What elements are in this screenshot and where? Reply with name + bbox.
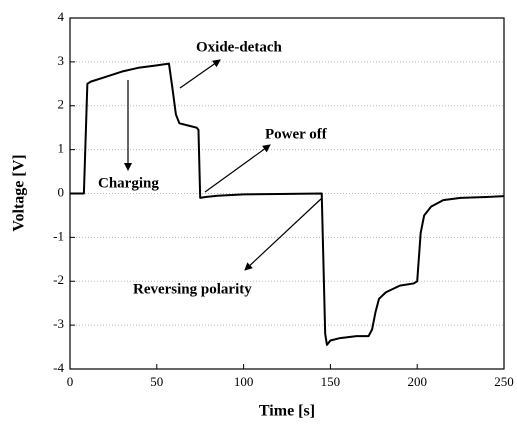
x-tick-label: 50 xyxy=(150,374,163,389)
voltage-line xyxy=(70,62,505,346)
arrow xyxy=(179,59,221,89)
y-tick-label: 0 xyxy=(58,184,65,199)
ticks: -4 -3 -2 -1 0 1 2 3 4 0 50 100 150 200 250 xyxy=(53,9,514,389)
arrow xyxy=(244,197,323,271)
y-tick-label: -3 xyxy=(53,316,64,331)
x-tick-label: 250 xyxy=(494,374,514,389)
y-tick-label: -2 xyxy=(53,272,64,287)
plot-frame xyxy=(69,17,505,370)
arrow xyxy=(204,144,271,193)
y-tick-label: 2 xyxy=(58,97,65,112)
annotation: Oxide-detach xyxy=(196,39,282,55)
x-tick-label: 150 xyxy=(321,374,341,389)
x-tick-label: 0 xyxy=(67,374,74,389)
y-tick-label: 1 xyxy=(58,141,65,156)
y-tick-label: -4 xyxy=(53,360,64,375)
annotation: Charging xyxy=(98,175,159,191)
x-tick-label: 200 xyxy=(407,374,427,389)
x-axis-label: Time [s] xyxy=(259,403,315,420)
x-tick-label: 100 xyxy=(234,374,254,389)
y-tick-label: 3 xyxy=(58,53,65,68)
annotation: Power off xyxy=(265,126,328,142)
annotation: Reversing polarity xyxy=(133,281,252,297)
y-axis-label: Voltage [V] xyxy=(11,154,28,231)
y-tick-label: 4 xyxy=(58,9,65,24)
y-tick-label: -1 xyxy=(53,228,64,243)
